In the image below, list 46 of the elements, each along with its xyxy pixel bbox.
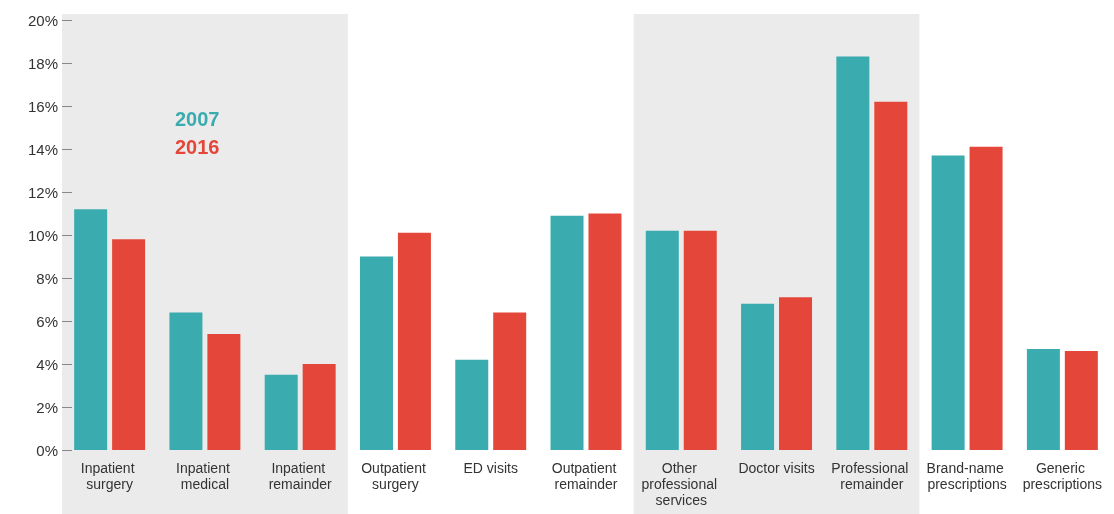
bar (302, 364, 336, 450)
x-tick-label: Inpatient medical (176, 460, 234, 492)
y-tick-label: 18% (27, 54, 58, 72)
y-tick-label: 2% (36, 398, 58, 416)
text: 2016 (175, 136, 220, 158)
bar (683, 230, 717, 450)
y-tick-label: 14% (27, 140, 58, 158)
bar (741, 303, 775, 450)
x-tick-label: ED visits (463, 460, 518, 476)
y-tick-label: 8% (36, 269, 58, 287)
x-tick-label: Inpatient remainder (268, 460, 333, 492)
x-tick-label: Doctor visits (738, 460, 815, 476)
bar (359, 256, 393, 450)
x-tick-label: Other professional services (641, 460, 721, 508)
bar (207, 333, 241, 450)
bar (74, 209, 108, 450)
bar (588, 213, 622, 450)
bar (874, 101, 908, 450)
y-tick-label: 10% (27, 226, 58, 244)
bar (931, 155, 965, 450)
bar (550, 215, 584, 450)
bar (1064, 351, 1098, 450)
bar (1026, 348, 1060, 450)
bar (493, 312, 527, 450)
bar (397, 232, 431, 450)
x-tick-label: Brand-name prescriptions (926, 460, 1008, 492)
y-tick-label: 20% (27, 11, 58, 29)
x-tick-label: Outpatient surgery (361, 460, 430, 492)
x-tick-label: Inpatient surgery (80, 460, 139, 492)
bar (169, 312, 203, 450)
y-tick-label: 6% (36, 312, 58, 330)
x-tick-label: Professional remainder (831, 460, 913, 492)
bar (969, 146, 1003, 450)
bar (836, 56, 870, 450)
y-tick-label: 0% (36, 441, 58, 459)
bar (112, 239, 146, 450)
y-tick-label: 4% (36, 355, 58, 373)
bar (455, 359, 489, 450)
text: 2007 (175, 108, 220, 130)
bar (779, 297, 813, 450)
x-tick-label: Outpatient remainder (551, 460, 621, 492)
y-tick-label: 12% (27, 183, 58, 201)
x-tick-label: Generic prescriptions (1022, 460, 1103, 492)
y-tick-label: 16% (27, 97, 58, 115)
bar (264, 374, 298, 450)
bar (645, 230, 679, 450)
